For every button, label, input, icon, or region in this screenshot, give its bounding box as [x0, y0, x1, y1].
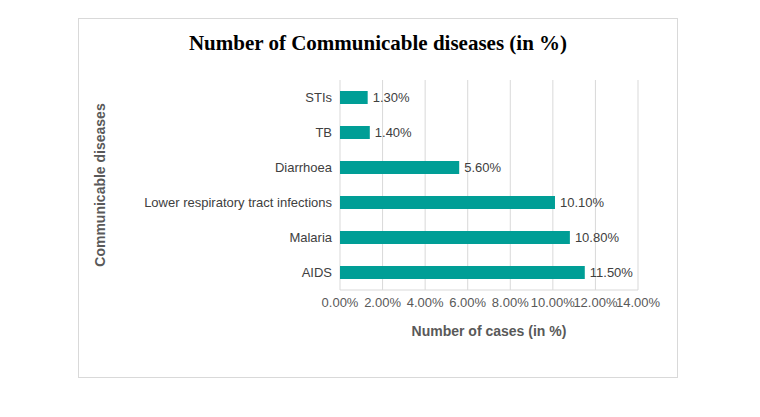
svg-text:6.00%: 6.00%	[449, 295, 486, 310]
svg-text:12.00%: 12.00%	[573, 295, 618, 310]
svg-text:Malaria: Malaria	[289, 230, 332, 245]
svg-text:4.00%: 4.00%	[407, 295, 444, 310]
svg-text:STIs: STIs	[305, 90, 332, 105]
svg-text:1.30%: 1.30%	[373, 90, 410, 105]
svg-text:Communicable diseases: Communicable diseases	[92, 103, 108, 267]
svg-text:8.00%: 8.00%	[492, 295, 529, 310]
svg-text:TB: TB	[315, 125, 332, 140]
svg-text:5.60%: 5.60%	[464, 160, 501, 175]
svg-text:14.00%: 14.00%	[616, 295, 661, 310]
svg-text:10.00%: 10.00%	[531, 295, 576, 310]
svg-text:2.00%: 2.00%	[364, 295, 401, 310]
svg-text:11.50%: 11.50%	[590, 265, 634, 280]
svg-text:10.80%: 10.80%	[575, 230, 620, 245]
svg-text:AIDS: AIDS	[302, 265, 333, 280]
svg-text:1.40%: 1.40%	[375, 125, 412, 140]
html-text:Number of Communicable disease: Number of Communicable diseases (in %)	[188, 31, 568, 55]
svg-text:Lower respiratory tract infect: Lower respiratory tract infections	[144, 195, 332, 210]
svg-text:Diarrhoea: Diarrhoea	[275, 160, 333, 175]
svg-text:10.10%: 10.10%	[560, 195, 605, 210]
svg-text:Number of cases (in %): Number of cases (in %)	[412, 323, 567, 339]
svg-text:0.00%: 0.00%	[322, 295, 359, 310]
